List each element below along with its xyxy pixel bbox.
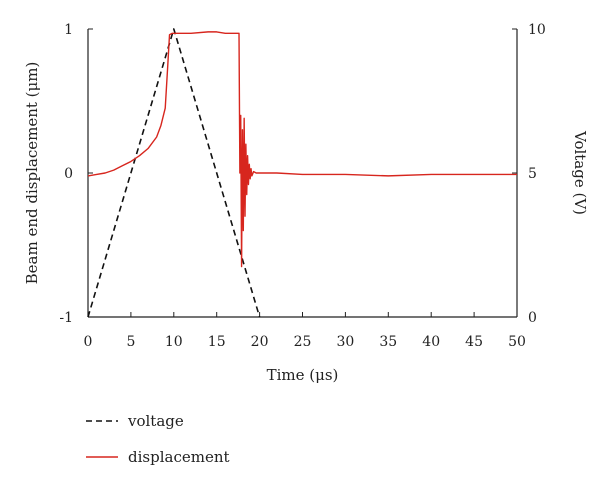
y-right-axis-title: Voltage (V) — [571, 130, 589, 215]
axes — [87, 28, 518, 318]
x-tick-label: 15 — [208, 334, 226, 350]
x-axis-title: Time (μs) — [267, 366, 339, 384]
x-tick-label: 25 — [294, 334, 312, 350]
y-left-axis-title: Beam end displacement (μm) — [23, 62, 41, 285]
legend-label-voltage: voltage — [127, 412, 184, 430]
y-left-tick-label: 1 — [64, 22, 73, 38]
series-line-displacement — [87, 31, 517, 268]
x-tick-label: 50 — [508, 334, 526, 350]
x-tick-label: 30 — [336, 334, 354, 350]
x-tick-label: 40 — [422, 334, 440, 350]
x-tick-label: 10 — [165, 334, 183, 350]
legend: voltage displacement — [86, 412, 230, 466]
x-tick-label: 5 — [126, 334, 135, 350]
x-tick-label: 45 — [465, 334, 483, 350]
x-tick-label: 20 — [251, 334, 269, 350]
y-left-tick-label: 0 — [64, 166, 73, 182]
legend-label-displacement: displacement — [128, 448, 230, 466]
y-right-tick-label: 0 — [528, 310, 537, 326]
y-left-tick-label: -1 — [59, 310, 73, 326]
x-tick-label: 0 — [84, 334, 93, 350]
series-layer — [87, 28, 517, 318]
y-right-tick-label: 5 — [528, 166, 537, 182]
x-tick-label: 35 — [379, 334, 397, 350]
y-right-tick-label: 10 — [528, 22, 546, 38]
series-line-voltage — [87, 28, 261, 318]
